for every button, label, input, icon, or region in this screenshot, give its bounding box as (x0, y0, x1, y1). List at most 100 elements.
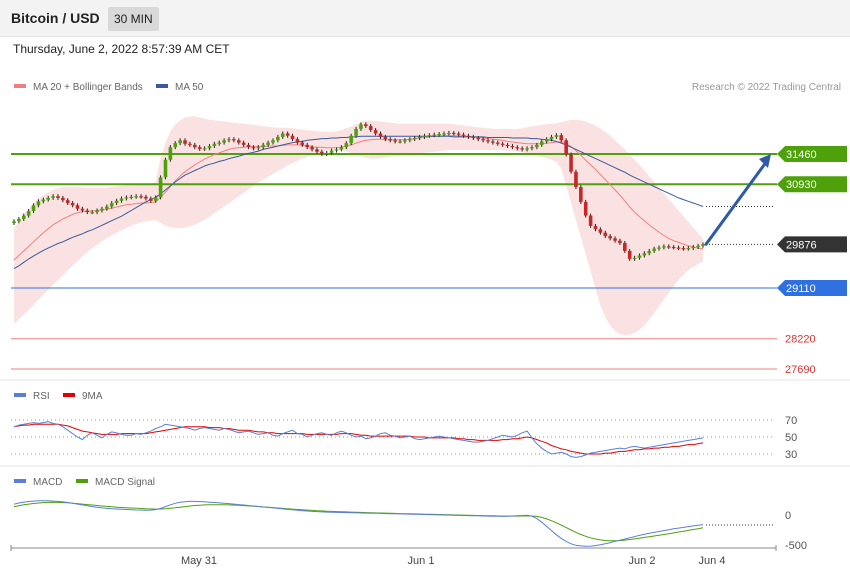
rsi-line (13, 421, 704, 458)
candle (525, 146, 529, 152)
candle-body-up (549, 136, 554, 140)
candle (696, 243, 700, 249)
candle (647, 248, 652, 256)
candle (447, 130, 451, 136)
candle-body-down (80, 208, 85, 211)
time-tick-label: Jun 1 (408, 555, 435, 567)
candle-body-up (31, 205, 36, 212)
candle (671, 244, 676, 250)
candle-body-down (373, 130, 378, 134)
candle-body-up (124, 197, 129, 199)
candle-body-up (349, 135, 353, 144)
candle-body-down (495, 142, 500, 144)
candle (285, 131, 290, 138)
candle (657, 245, 661, 251)
candle (491, 139, 495, 145)
candle (310, 145, 314, 152)
candle-body-down (603, 232, 608, 237)
candle (349, 133, 353, 146)
candle (530, 145, 534, 151)
candle (290, 133, 295, 142)
legend-swatch-rsi (14, 393, 26, 397)
candle (153, 195, 158, 203)
candle (427, 133, 432, 138)
candle-body-up (173, 143, 178, 148)
candle-body-up (90, 212, 94, 214)
candle-body-up (129, 196, 134, 198)
candle-body-down (593, 225, 598, 230)
candle (623, 240, 627, 253)
candle (46, 195, 51, 202)
candle-body-up (691, 246, 696, 249)
candle (466, 133, 471, 139)
time-tick-label: Jun 2 (629, 555, 656, 567)
candle (359, 122, 363, 131)
candle (276, 134, 280, 143)
candle-body-up (212, 143, 217, 147)
candle-body-up (417, 136, 422, 139)
candle (124, 195, 129, 201)
candle (114, 198, 119, 206)
candle-body-down (598, 229, 603, 233)
candle (520, 146, 524, 152)
candle (202, 146, 207, 151)
legend-swatch-rsi9 (63, 393, 75, 397)
candle (41, 197, 46, 204)
ma50-line (13, 135, 704, 270)
candle-body-up (178, 140, 182, 144)
legend-ma20: MA 20 + Bollinger Bands (33, 82, 143, 93)
candle-body-up (657, 247, 661, 249)
candle (398, 139, 402, 144)
candle-body-up (324, 152, 329, 155)
candle (31, 203, 36, 214)
candle-body-up (525, 148, 529, 150)
candle-body-down (569, 154, 573, 172)
macd-ref-label: 0 (785, 510, 791, 522)
candle-body-down (461, 134, 466, 136)
candle (378, 131, 383, 139)
candle (412, 136, 417, 142)
candle-body-up (105, 206, 109, 209)
candle (119, 196, 124, 203)
candle (109, 201, 114, 209)
candle (168, 145, 173, 162)
candle (173, 141, 178, 150)
candle-body-down (486, 140, 490, 142)
candle-body-up (227, 139, 231, 141)
candle-body-down (583, 201, 588, 216)
candle-body-up (95, 210, 99, 213)
candle-body-up (168, 147, 173, 160)
candle (256, 145, 261, 151)
instrument-title: Bitcoin / USD (11, 10, 100, 26)
candle-body-down (476, 138, 481, 140)
candle (320, 149, 324, 156)
candle-body-up (359, 124, 363, 129)
candle-body-down (627, 250, 632, 259)
candle (344, 141, 349, 150)
candle-body-down (378, 133, 383, 137)
candle (280, 131, 285, 139)
candle-body-down (149, 198, 153, 201)
candle (70, 201, 75, 208)
candle-body-down (305, 144, 309, 148)
last-price-label: 29876 (786, 239, 817, 251)
candle (329, 148, 334, 155)
candle (158, 175, 163, 200)
title-bar: Bitcoin / USD 30 MIN (0, 0, 850, 37)
candle (227, 137, 231, 143)
legend-rsi9: 9MA (82, 391, 103, 402)
candle-body-up (422, 135, 427, 137)
candle (559, 133, 564, 143)
timeframe-badge[interactable]: 30 MIN (108, 7, 159, 31)
candle-body-down (364, 124, 368, 127)
candle-body-down (515, 147, 520, 149)
candle (17, 217, 21, 224)
candle-body-down (491, 141, 495, 143)
candle (368, 124, 373, 133)
candle-body-up (271, 140, 275, 143)
candle-body-up (51, 196, 55, 198)
candle-body-down (246, 144, 251, 148)
candle-body-up (134, 196, 138, 198)
candle-body-down (666, 246, 671, 248)
